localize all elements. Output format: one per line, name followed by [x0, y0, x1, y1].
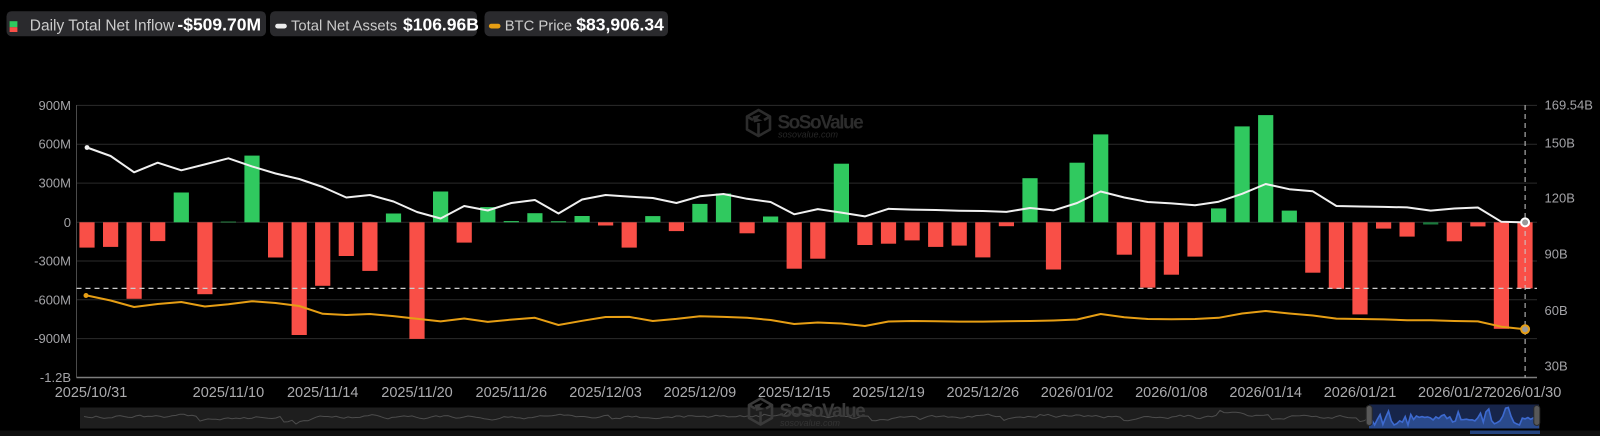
svg-text:2026/01/21: 2026/01/21	[1324, 385, 1397, 401]
svg-text:SoSoValue: SoSoValue	[778, 113, 864, 134]
svg-text:0: 0	[64, 215, 71, 230]
svg-text:2025/11/10: 2025/11/10	[193, 385, 265, 401]
svg-text:90B: 90B	[1545, 247, 1568, 262]
svg-text:2025/12/15: 2025/12/15	[758, 385, 831, 401]
svg-text:2025/12/03: 2025/12/03	[569, 385, 642, 401]
svg-text:2025/11/14: 2025/11/14	[287, 385, 359, 401]
svg-text:30B: 30B	[1545, 359, 1568, 374]
svg-text:BTC Price: BTC Price	[505, 18, 572, 34]
svg-text:-300M: -300M	[34, 254, 71, 269]
svg-text:-900M: -900M	[34, 331, 71, 346]
svg-text:-$509.70M: -$509.70M	[177, 15, 261, 35]
svg-text:2026/01/30: 2026/01/30	[1489, 385, 1562, 401]
svg-text:120B: 120B	[1545, 191, 1575, 206]
svg-text:2025/12/26: 2025/12/26	[947, 385, 1020, 401]
svg-text:150B: 150B	[1545, 136, 1575, 151]
svg-text:2025/11/26: 2025/11/26	[476, 385, 548, 401]
svg-text:Daily Total Net Inflow: Daily Total Net Inflow	[30, 17, 175, 34]
svg-text:$106.96B: $106.96B	[403, 15, 479, 35]
svg-text:2026/01/14: 2026/01/14	[1229, 385, 1302, 401]
svg-text:2026/01/02: 2026/01/02	[1041, 385, 1114, 401]
svg-text:60B: 60B	[1545, 303, 1568, 318]
svg-text:SoSoValue: SoSoValue	[780, 401, 866, 422]
svg-text:169.54B: 169.54B	[1545, 98, 1593, 113]
svg-text:sosovalue.com: sosovalue.com	[780, 418, 841, 428]
svg-text:-600M: -600M	[34, 292, 71, 307]
svg-text:sosovalue.com: sosovalue.com	[778, 130, 839, 140]
svg-text:-1.2B: -1.2B	[40, 370, 71, 385]
svg-text:2025/10/31: 2025/10/31	[55, 385, 128, 401]
svg-text:600M: 600M	[38, 137, 71, 152]
svg-text:Total Net Assets: Total Net Assets	[291, 18, 397, 34]
svg-text:900M: 900M	[38, 98, 71, 113]
svg-text:300M: 300M	[38, 176, 71, 191]
svg-text:2025/11/20: 2025/11/20	[381, 385, 453, 401]
svg-text:2025/12/09: 2025/12/09	[664, 385, 737, 401]
svg-text:2026/01/08: 2026/01/08	[1135, 385, 1208, 401]
svg-text:2026/01/27: 2026/01/27	[1418, 385, 1491, 401]
svg-text:2025/12/19: 2025/12/19	[852, 385, 925, 401]
svg-text:$83,906.34: $83,906.34	[576, 15, 664, 35]
